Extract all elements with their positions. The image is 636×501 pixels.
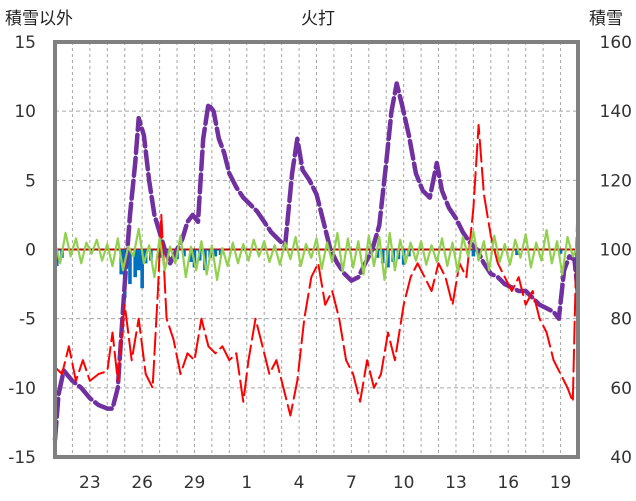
wind-line [53, 227, 580, 281]
y-right-tick-label: 140 [600, 102, 632, 122]
x-tick-label: 13 [445, 473, 467, 493]
snow-depth-line [52, 81, 581, 442]
series-lines [52, 81, 581, 442]
y-right-tick-label: 100 [600, 241, 632, 261]
y-left-axis-title: 積雪以外 [5, 9, 73, 29]
y-right-tick-label: 80 [610, 310, 632, 330]
y-left-tick-label: 10 [14, 102, 36, 122]
y-left-tick-label: -5 [19, 310, 36, 330]
precipitation-bar [140, 249, 144, 289]
plot-frame [53, 40, 580, 459]
precipitation-bar [471, 249, 476, 257]
y-left-tick-label: -15 [8, 448, 36, 468]
y-left-tick-label: 15 [14, 33, 36, 53]
x-tick-label: 1 [241, 473, 252, 493]
precipitation-bar [558, 249, 563, 254]
x-tick-label: 4 [294, 473, 305, 493]
y-right-tick-label: 40 [610, 448, 632, 468]
tick-labels: 15 10 5 0 -5 -10 -15 160 140 120 100 80 60 40 23 26 29 1 4… [8, 33, 632, 493]
precipitation-bar [515, 249, 519, 256]
x-tick-label: 26 [131, 473, 153, 493]
x-tick-label: 7 [346, 473, 357, 493]
x-tick-label: 29 [184, 473, 206, 493]
precipitation-bar [182, 249, 186, 257]
y-right-tick-label: 160 [600, 33, 632, 53]
x-tick-label: 16 [497, 473, 519, 493]
temperature-line [54, 124, 579, 417]
precipitation-bar [189, 249, 193, 262]
chart-title: 火打 [301, 9, 335, 29]
y-right-tick-label: 120 [600, 171, 632, 191]
y-left-tick-label: 0 [25, 241, 36, 261]
precipitation-bar [213, 249, 218, 257]
precipitation-bar [375, 249, 380, 258]
precipitation-bar [133, 249, 137, 278]
precipitation-bar [128, 249, 132, 285]
y-right-axis-title: 積雪 [589, 9, 623, 29]
y-left-tick-label: 5 [25, 171, 36, 191]
x-tick-label: 23 [79, 473, 101, 493]
precipitation-bar [386, 249, 390, 268]
x-tick-label: 19 [550, 473, 572, 493]
y-left-tick-label: -10 [8, 379, 36, 399]
y-right-tick-label: 60 [610, 379, 632, 399]
precipitation-bar [136, 249, 141, 271]
x-tick-label: 10 [393, 473, 415, 493]
